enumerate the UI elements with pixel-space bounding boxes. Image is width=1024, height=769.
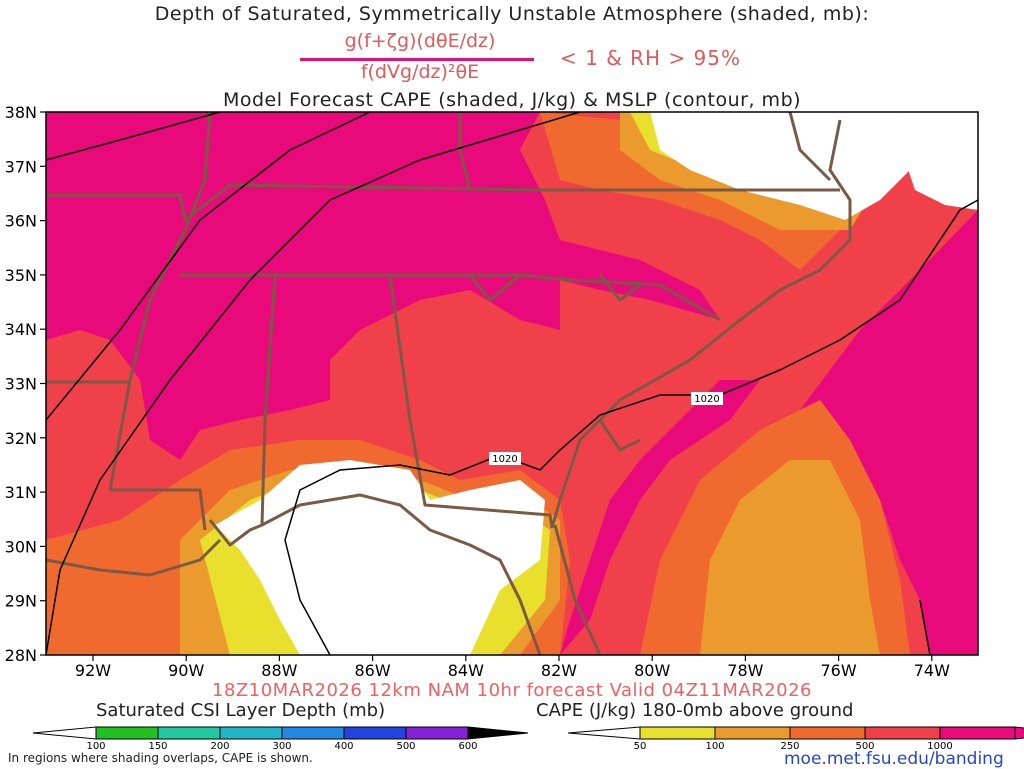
csi-legend-title: Saturated CSI Layer Depth (mb) bbox=[96, 700, 386, 721]
csi-legend-tick: 400 bbox=[334, 741, 353, 752]
csi-legend-swatch bbox=[157, 726, 221, 740]
cape-shading bbox=[46, 112, 978, 655]
cape-legend-arrow-left bbox=[567, 726, 641, 740]
lon-label: 76W bbox=[821, 661, 857, 680]
lat-ticks: 38N 37N 36N 35N 34N 33N 32N 31N 30N 29N 28N bbox=[5, 103, 46, 665]
lat-label: 28N bbox=[5, 646, 37, 665]
csi-legend-arrow-left bbox=[32, 726, 97, 740]
cape-legend-tick: 50 bbox=[634, 741, 647, 752]
lat-label: 32N bbox=[5, 429, 37, 448]
contour-label-1: 1020 bbox=[492, 454, 517, 465]
cape-legend-swatch bbox=[939, 726, 1016, 740]
csi-legend-swatch bbox=[405, 726, 469, 740]
formula-condition: < 1 & RH > 95% bbox=[560, 46, 742, 70]
cape-legend-swatch bbox=[639, 726, 716, 740]
csi-legend-tick: 100 bbox=[86, 741, 105, 752]
cape-none-north bbox=[650, 112, 920, 220]
contour-label-2: 1020 bbox=[694, 394, 719, 405]
contour-label-box-2 bbox=[691, 392, 723, 405]
lon-label: 86W bbox=[355, 661, 391, 680]
csi-legend: 100 150 200 300 400 500 600 bbox=[32, 726, 529, 752]
lon-label: 74W bbox=[914, 661, 950, 680]
cape-1000-east bbox=[800, 210, 978, 655]
csi-legend-tick: 600 bbox=[458, 741, 477, 752]
lat-label: 36N bbox=[5, 212, 37, 231]
lat-label: 37N bbox=[5, 157, 37, 176]
lat-label: 29N bbox=[5, 592, 37, 611]
csi-legend-swatch bbox=[467, 726, 529, 740]
cape-legend-swatch bbox=[714, 726, 791, 740]
cape-legend-swatch bbox=[864, 726, 941, 740]
formula-fraction-bar bbox=[300, 58, 534, 61]
csi-legend-swatch bbox=[219, 726, 283, 740]
cape-legend-tick: 1000 bbox=[927, 741, 952, 752]
lat-label: 31N bbox=[5, 483, 37, 502]
mslp-contours bbox=[46, 112, 978, 655]
lon-label: 82W bbox=[541, 661, 577, 680]
lon-label: 80W bbox=[634, 661, 670, 680]
cape-legend-tick: 100 bbox=[705, 741, 724, 752]
lon-label: 84W bbox=[448, 661, 484, 680]
contour-label-box-1 bbox=[489, 452, 521, 465]
forecast-line: 18Z10MAR2026 12km NAM 10hr forecast Vali… bbox=[212, 680, 812, 701]
csi-legend-tick: 300 bbox=[272, 741, 291, 752]
cape-legend-tick: 500 bbox=[855, 741, 874, 752]
lon-label: 88W bbox=[261, 661, 297, 680]
lon-label: 92W bbox=[75, 661, 111, 680]
site-link[interactable]: moe.met.fsu.edu/banding bbox=[784, 749, 1004, 769]
lon-label: 78W bbox=[727, 661, 763, 680]
title-line1: Depth of Saturated, Symmetrically Unstab… bbox=[154, 3, 870, 25]
formula-numerator: g(f+ζg)(dθE/dz) bbox=[344, 30, 496, 52]
cape-100-atlantic bbox=[700, 460, 880, 655]
state-borders bbox=[46, 112, 852, 655]
lat-label: 38N bbox=[5, 103, 37, 122]
lon-ticks: 92W 90W 88W 86W 84W 82W 80W 78W 76W 74W bbox=[75, 655, 950, 680]
cape-none-ne bbox=[900, 112, 978, 210]
csi-legend-swatch bbox=[281, 726, 345, 740]
lat-label: 34N bbox=[5, 320, 37, 339]
csi-legend-tick: 150 bbox=[148, 741, 167, 752]
cape-legend: 50 100 250 500 1000 bbox=[567, 726, 1024, 752]
lon-label: 90W bbox=[168, 661, 204, 680]
title-line3: Model Forecast CAPE (shaded, J/kg) & MSL… bbox=[222, 89, 802, 111]
cape-1000-offshore bbox=[560, 380, 760, 655]
cape-legend-title: CAPE (J/kg) 180-0mb above ground bbox=[536, 700, 854, 721]
lat-label: 33N bbox=[5, 375, 37, 394]
csi-legend-tick: 200 bbox=[210, 741, 229, 752]
overlap-note: In regions where shading overlaps, CAPE … bbox=[8, 751, 313, 765]
cape-1000-north bbox=[46, 112, 720, 460]
csi-legend-swatch bbox=[95, 726, 159, 740]
csi-legend-swatch bbox=[343, 726, 407, 740]
lat-label: 30N bbox=[5, 537, 37, 556]
csi-legend-tick: 500 bbox=[396, 741, 415, 752]
cape-legend-arrow-right bbox=[1014, 726, 1024, 740]
cape-legend-swatch bbox=[789, 726, 866, 740]
cape-legend-tick: 250 bbox=[780, 741, 799, 752]
formula-denominator: f(dVg/dz)²θE bbox=[360, 61, 480, 83]
lat-label: 35N bbox=[5, 266, 37, 285]
